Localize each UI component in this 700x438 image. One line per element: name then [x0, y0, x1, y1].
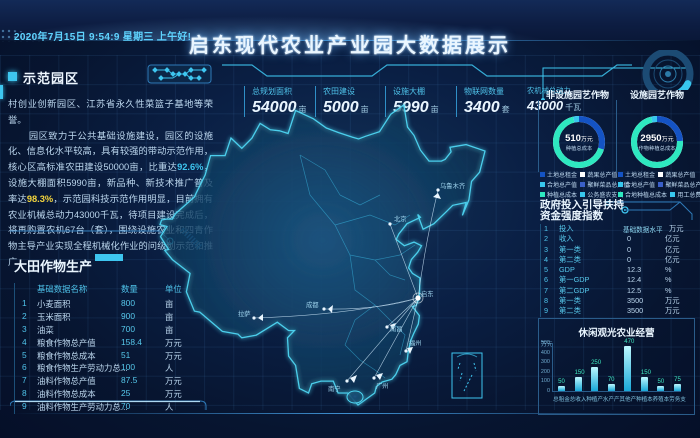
svg-text:510万元: 510万元 [565, 133, 593, 144]
svg-text:2950万元: 2950万元 [640, 133, 673, 144]
svg-text:种植总成本: 种植总成本 [566, 144, 593, 152]
svg-text:拉萨: 拉萨 [238, 309, 251, 318]
svg-text:福州: 福州 [409, 338, 422, 347]
svg-text:成都: 成都 [306, 300, 319, 309]
svg-text:北京: 北京 [394, 214, 407, 223]
svg-text:广州: 广州 [376, 381, 389, 390]
svg-text:南宁: 南宁 [328, 384, 341, 393]
svg-text:作物种植总成本: 作物种植总成本 [638, 144, 676, 152]
svg-text:南昌: 南昌 [390, 324, 403, 333]
svg-text:启东: 启东 [421, 289, 434, 298]
svg-text:乌鲁木齐: 乌鲁木齐 [440, 181, 466, 190]
